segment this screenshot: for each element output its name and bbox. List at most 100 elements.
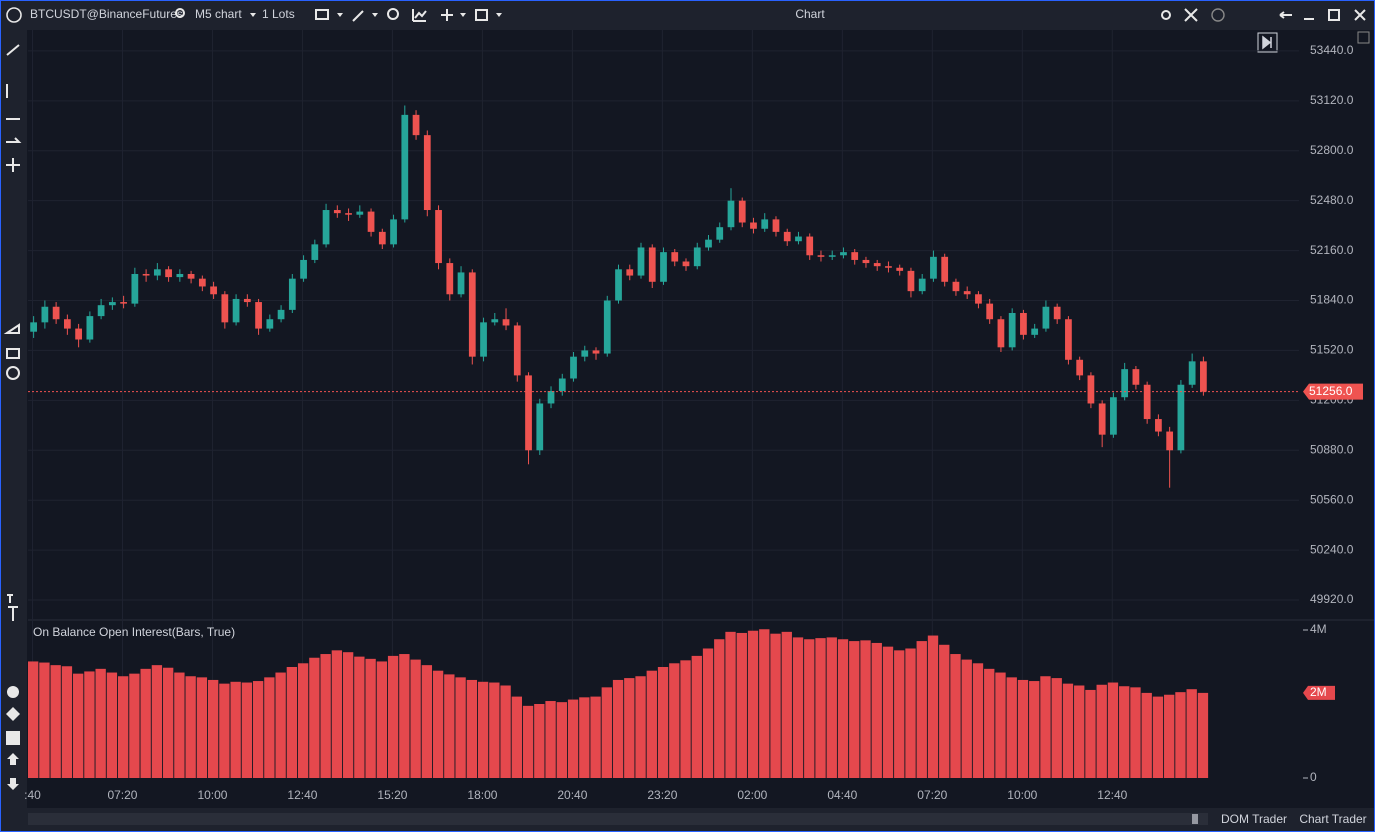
dom-trader-tab[interactable]: DOM Trader xyxy=(1221,812,1287,826)
ellipse-tool[interactable] xyxy=(6,366,20,380)
oi-bar xyxy=(860,640,871,778)
dropdown-arrow[interactable] xyxy=(496,13,502,17)
dropdown-arrow[interactable] xyxy=(250,13,256,17)
symbol-selector[interactable]: BTCUSDT@BinanceFutures xyxy=(30,7,183,21)
candle-body xyxy=(817,255,825,257)
oi-bar xyxy=(657,666,669,778)
maximize-button[interactable] xyxy=(1328,9,1340,21)
oi-bar xyxy=(230,681,241,778)
candle-body xyxy=(873,263,881,267)
candle-body xyxy=(120,302,127,304)
close-button[interactable] xyxy=(1354,9,1366,21)
candle-body xyxy=(243,298,251,303)
oi-bar xyxy=(747,630,759,778)
oi-bar xyxy=(759,629,770,778)
candle-body xyxy=(513,325,521,376)
oi-bar xyxy=(736,632,747,778)
arrow-marker-tools[interactable] xyxy=(7,753,19,790)
candle-body xyxy=(795,236,802,242)
candle-body xyxy=(412,114,420,136)
trend-line-tool[interactable] xyxy=(6,44,20,56)
candle-body xyxy=(378,231,386,245)
timeframe-selector[interactable]: M5 chart xyxy=(195,7,242,21)
zoom-icon[interactable] xyxy=(387,8,399,20)
candle-body xyxy=(806,236,814,256)
text-tools[interactable] xyxy=(7,594,18,621)
candle-body xyxy=(637,247,645,276)
candle-body xyxy=(435,210,442,264)
oi-bar xyxy=(342,652,354,778)
layout-icon[interactable] xyxy=(475,9,488,21)
candle-body xyxy=(727,200,735,228)
current-price-label: 51256.0 xyxy=(1309,384,1353,398)
rectangle-tool[interactable] xyxy=(6,348,20,359)
oi-bar xyxy=(365,658,376,778)
candle-body xyxy=(345,213,352,215)
candle-body xyxy=(153,269,161,276)
chart-trader-tab[interactable]: Chart Trader xyxy=(1299,812,1366,826)
oi-bar xyxy=(837,639,849,778)
lots-selector[interactable]: 1 Lots xyxy=(262,7,295,21)
indicators-icon[interactable] xyxy=(412,9,427,22)
circle-marker-tool[interactable] xyxy=(7,686,19,698)
candle-body xyxy=(187,273,195,279)
fullscreen-icon[interactable] xyxy=(1184,8,1198,22)
candle-body xyxy=(198,278,206,287)
grid xyxy=(28,30,1299,778)
oi-bar xyxy=(1051,678,1062,778)
f-button[interactable] xyxy=(1357,31,1370,44)
oi-bar xyxy=(1186,689,1197,778)
oi-bar xyxy=(331,650,343,778)
diamond-marker-tool[interactable] xyxy=(6,707,20,721)
y-tick-label: 51840.0 xyxy=(1310,293,1354,307)
link-icon[interactable] xyxy=(1279,11,1292,19)
candle-body xyxy=(142,273,150,276)
search-icon[interactable] xyxy=(175,8,185,18)
candle-body xyxy=(840,252,847,256)
square-marker-tool[interactable] xyxy=(6,731,20,745)
oi-bar xyxy=(399,654,410,778)
scrollbar[interactable] xyxy=(28,813,1208,825)
draw-icon[interactable] xyxy=(352,10,364,22)
scroll-to-end-icon[interactable] xyxy=(1262,35,1272,50)
candle-body xyxy=(221,294,229,323)
candle-body xyxy=(1008,312,1016,348)
candle-body xyxy=(975,294,982,304)
crosshair-icon[interactable] xyxy=(441,9,453,21)
oi-bar xyxy=(151,665,163,778)
oi-bar xyxy=(1017,679,1029,778)
candle-body xyxy=(480,322,487,357)
line-tools[interactable] xyxy=(6,84,22,172)
oi-bar xyxy=(286,666,298,778)
candle-body xyxy=(536,403,544,451)
dropdown-arrow[interactable] xyxy=(337,13,343,17)
oi-bar xyxy=(106,672,118,778)
theme-icon[interactable] xyxy=(1211,8,1225,22)
scrollbar-thumb[interactable] xyxy=(1192,814,1198,824)
oi-bar xyxy=(1119,686,1130,778)
dropdown-arrow[interactable] xyxy=(460,13,466,17)
dropdown-arrow[interactable] xyxy=(372,13,378,17)
candle-body xyxy=(1076,359,1084,376)
screenshot-icon[interactable] xyxy=(1161,10,1171,20)
candle-body xyxy=(907,270,915,292)
y-tick-label: 51520.0 xyxy=(1310,343,1354,357)
oi-bar xyxy=(849,641,860,778)
candle-body xyxy=(525,375,532,451)
oi-bar xyxy=(207,679,219,778)
candle-body xyxy=(918,278,926,292)
candle-body xyxy=(671,252,679,262)
oi-bar xyxy=(545,701,556,778)
oi-bar xyxy=(669,663,680,778)
candle-body xyxy=(491,319,499,323)
y-tick-label: 0 xyxy=(1310,770,1317,784)
oi-bar xyxy=(84,671,95,778)
candle-body xyxy=(1166,431,1174,451)
y-tick-label: 52480.0 xyxy=(1310,193,1354,207)
triangle-tool[interactable] xyxy=(3,323,20,334)
template-icon[interactable] xyxy=(315,9,329,20)
candle-body xyxy=(210,286,217,295)
current-price-tag xyxy=(1303,383,1363,400)
oi-bar xyxy=(1029,681,1040,778)
scroll-to-end-button[interactable] xyxy=(1257,32,1278,53)
